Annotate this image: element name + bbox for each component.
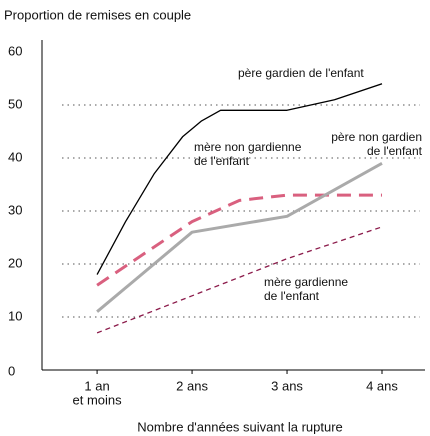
- chart-title: Proportion de remises en couple: [4, 7, 191, 22]
- y-tick-label: 50: [8, 96, 22, 111]
- y-tick-label: 60: [8, 43, 22, 58]
- y-tick-label: 10: [8, 308, 22, 323]
- x-tick-label: et moins: [73, 392, 123, 407]
- series-label: père gardien de l'enfant: [238, 66, 364, 80]
- x-tick-label: 1 an: [84, 378, 109, 393]
- y-tick-label: 0: [8, 363, 15, 378]
- line-series: [96, 193, 383, 287]
- series-label: de l'enfant: [194, 154, 250, 168]
- y-tick-label: 20: [8, 255, 22, 270]
- series-label: mère non gardienne: [194, 140, 302, 154]
- x-tick-label: 2 ans: [176, 378, 208, 393]
- x-tick-label: 3 ans: [271, 378, 303, 393]
- y-tick-label: 40: [8, 149, 22, 164]
- line-series: [96, 226, 383, 334]
- series-label: de l'enfant: [367, 144, 423, 158]
- y-tick-label: 30: [8, 202, 22, 217]
- x-tick-label: 4 ans: [366, 378, 398, 393]
- line-series: [96, 83, 383, 275]
- line-series: [96, 161, 383, 313]
- series-label: de l'enfant: [264, 289, 320, 303]
- x-axis-label: Nombre d'années suivant la rupture: [137, 419, 343, 434]
- series-label: mère gardienne: [264, 275, 348, 289]
- series-label: père non gardien: [331, 130, 422, 144]
